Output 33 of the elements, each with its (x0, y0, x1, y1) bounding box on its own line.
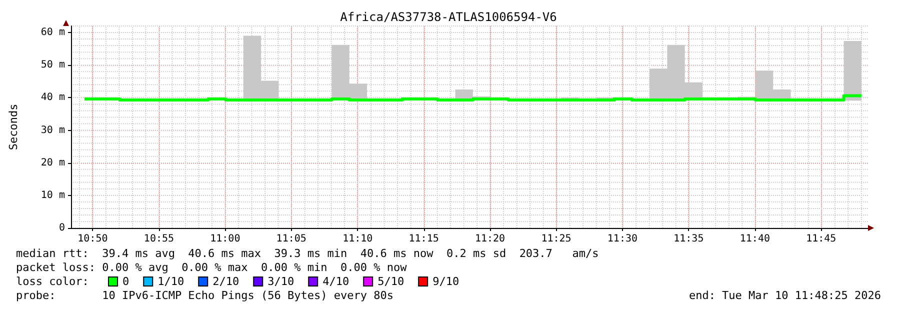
legend-label: 2/10 (212, 275, 240, 288)
legend-label: 0 (122, 275, 130, 288)
text: median rtt: 39.4 ms avg 40.6 ms max 39.3 ms min 40.6 ms now 0.2 ms sd 203.7 am/s (16, 247, 599, 260)
x-tick-label: 11:45 (806, 234, 836, 244)
legend-label: 5/10 (378, 275, 404, 288)
y-tick-label: 10 m (40, 190, 65, 201)
y-tick-label: 0 (58, 222, 65, 234)
chart-title: Africa/AS37738-ATLAS1006594-V6 (340, 10, 557, 24)
y-tick-label: 50 m (40, 60, 65, 71)
y-axis-title: Seconds (7, 104, 20, 150)
x-tick-label: 11:30 (607, 234, 638, 244)
x-tick-label: 10:50 (78, 234, 108, 244)
text: packet loss: 0.00 % avg 0.00 % max 0.00 % min 0.00 % now (16, 261, 408, 274)
legend-label: 1/10 (158, 275, 184, 288)
legend-title: loss color: (16, 275, 89, 288)
legend-label: 4/10 (322, 275, 350, 288)
text: probe: 10 IPv6-ICMP Echo Pings (56 Bytes) every 80s (16, 289, 394, 302)
x-tick-label: 11:40 (740, 234, 770, 244)
legend-label: 3/10 (268, 275, 294, 288)
x-tick-label: 11:25 (541, 234, 572, 244)
x-tick-label: 11:10 (342, 234, 373, 244)
x-tick-label: 10:55 (144, 234, 174, 244)
x-tick-label: 11:35 (674, 234, 704, 244)
x-tick-label: 11:00 (210, 234, 240, 244)
y-tick-label: 30 m (40, 124, 65, 136)
legend-label: 9/10 (432, 275, 460, 288)
x-tick-label: 11:05 (276, 234, 306, 244)
y-tick-label: 20 m (40, 157, 65, 168)
text: end: Tue Mar 10 11:48:25 2026 (688, 289, 882, 302)
y-tick-label: 60 m (40, 27, 65, 38)
x-tick-label: 11:15 (408, 234, 439, 244)
y-tick-label: 40 m (40, 92, 65, 104)
x-tick-label: 11:20 (474, 234, 506, 244)
